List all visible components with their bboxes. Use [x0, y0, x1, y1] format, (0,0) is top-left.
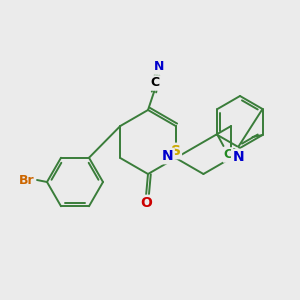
Text: N: N — [232, 150, 244, 164]
Text: N: N — [162, 149, 173, 163]
Text: Cl: Cl — [224, 148, 237, 161]
Text: Br: Br — [19, 173, 35, 187]
Text: S: S — [171, 144, 181, 158]
Text: C: C — [150, 76, 160, 89]
Text: O: O — [140, 196, 152, 210]
Text: N: N — [154, 61, 164, 74]
